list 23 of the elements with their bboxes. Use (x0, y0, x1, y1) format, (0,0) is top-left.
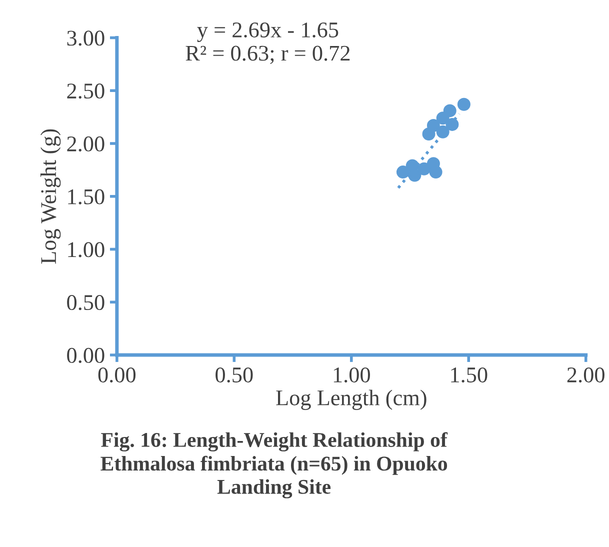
y-tick-label: 0.00 (67, 348, 104, 364)
x-tick-label: 1.50 (451, 367, 488, 383)
y-axis-title: Log Weight (g) (40, 129, 61, 264)
annotation: y = 2.69x - 1.65 R² = 0.63; r = 0.72 (186, 22, 350, 64)
x-tick-label: 0.00 (98, 367, 136, 383)
point (418, 162, 431, 176)
x-tick-label: 1.00 (334, 367, 370, 383)
point (429, 166, 442, 179)
y-tick-label: 1.50 (68, 189, 104, 204)
caption: Fig. 16: Length-Weight Relationship of Ethmalosa fimbriata (n=65) in Opuoko Landing Site (100, 432, 448, 498)
x-tick-label: 2.00 (567, 367, 604, 383)
y-tick-label: 0.50 (67, 295, 104, 310)
x-tick-label: 0.50 (216, 367, 253, 383)
y-tick-label: 1.00 (68, 242, 104, 258)
point (457, 98, 470, 111)
point (396, 166, 410, 179)
y-tick-label: 2.50 (67, 84, 104, 99)
y-tick-label: 3.00 (67, 30, 104, 46)
x-axis-title: Log Length (cm) (276, 390, 426, 410)
point (426, 119, 440, 132)
point (446, 118, 459, 131)
point (443, 104, 456, 118)
y-tick-label: 2.00 (67, 136, 104, 152)
